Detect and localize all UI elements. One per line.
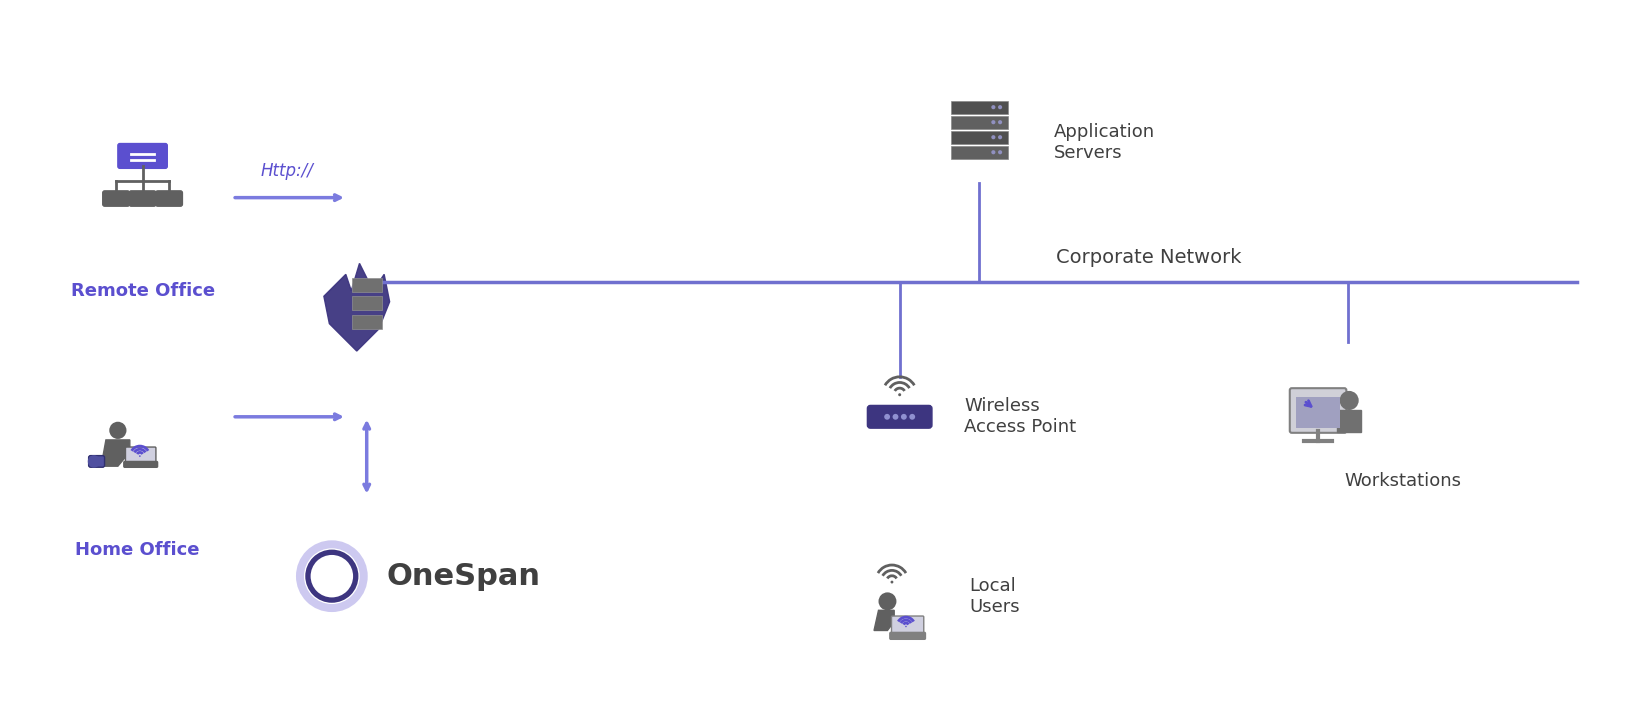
FancyBboxPatch shape — [951, 146, 1008, 158]
Circle shape — [1339, 391, 1359, 410]
Text: Home Office: Home Office — [75, 542, 200, 559]
Circle shape — [909, 414, 915, 419]
FancyBboxPatch shape — [352, 278, 381, 292]
FancyBboxPatch shape — [124, 462, 158, 467]
Text: Local
Users: Local Users — [969, 577, 1020, 616]
FancyBboxPatch shape — [352, 297, 381, 310]
Text: Wireless
Access Point: Wireless Access Point — [964, 398, 1077, 436]
Circle shape — [885, 414, 889, 419]
FancyBboxPatch shape — [951, 116, 1008, 129]
Circle shape — [109, 422, 127, 439]
Polygon shape — [1337, 410, 1362, 432]
Polygon shape — [101, 440, 130, 466]
Text: Workstations: Workstations — [1344, 472, 1461, 489]
Text: OneSpan: OneSpan — [386, 562, 541, 590]
FancyBboxPatch shape — [889, 632, 925, 639]
Polygon shape — [875, 610, 894, 630]
Circle shape — [992, 150, 995, 154]
Text: Corporate Network: Corporate Network — [1056, 249, 1241, 268]
FancyBboxPatch shape — [156, 191, 182, 206]
Circle shape — [992, 120, 995, 124]
Text: Application
Servers: Application Servers — [1054, 124, 1155, 162]
FancyBboxPatch shape — [352, 315, 381, 329]
Circle shape — [891, 581, 893, 584]
FancyBboxPatch shape — [951, 101, 1008, 113]
Circle shape — [999, 105, 1002, 109]
FancyBboxPatch shape — [103, 191, 129, 206]
Circle shape — [138, 455, 140, 457]
Circle shape — [999, 135, 1002, 140]
FancyBboxPatch shape — [891, 616, 924, 635]
Circle shape — [901, 414, 907, 419]
Text: Http://: Http:// — [261, 161, 313, 180]
FancyBboxPatch shape — [125, 447, 156, 464]
Circle shape — [999, 120, 1002, 124]
FancyBboxPatch shape — [88, 456, 104, 467]
Circle shape — [999, 150, 1002, 154]
FancyBboxPatch shape — [867, 406, 932, 428]
FancyBboxPatch shape — [129, 191, 156, 206]
Circle shape — [992, 135, 995, 140]
Circle shape — [992, 105, 995, 109]
FancyBboxPatch shape — [951, 131, 1008, 144]
Circle shape — [321, 565, 344, 587]
FancyBboxPatch shape — [1290, 388, 1346, 433]
Circle shape — [878, 593, 896, 610]
Circle shape — [898, 393, 901, 396]
FancyBboxPatch shape — [117, 143, 168, 169]
Circle shape — [893, 414, 899, 419]
Polygon shape — [324, 263, 389, 351]
FancyBboxPatch shape — [1297, 397, 1341, 427]
Text: Remote Office: Remote Office — [70, 282, 215, 300]
